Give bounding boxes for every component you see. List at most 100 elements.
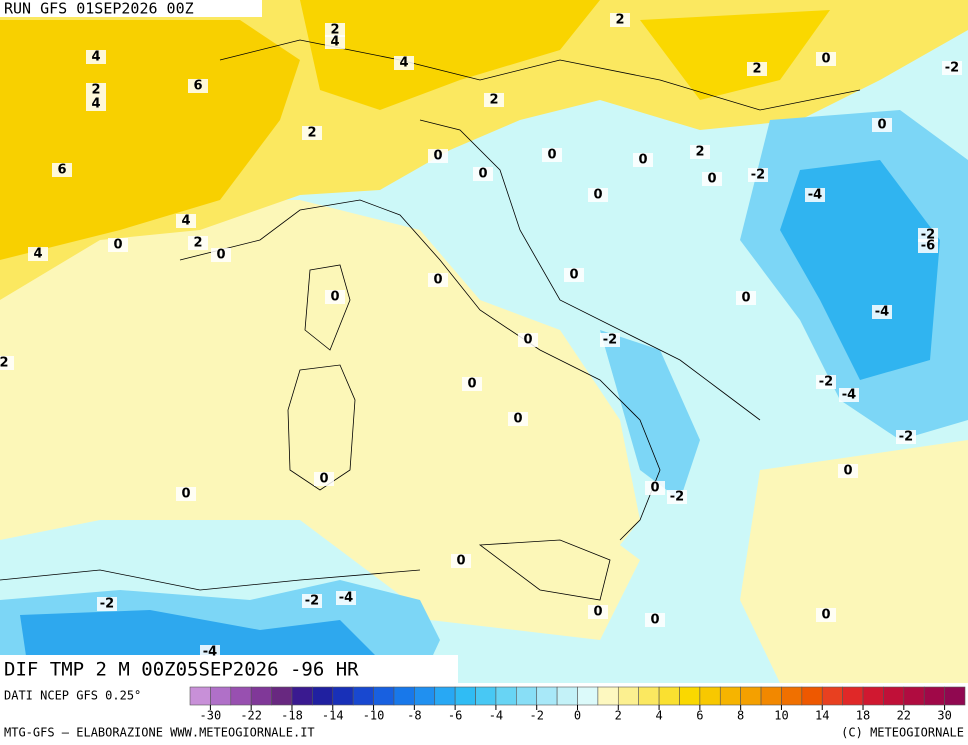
colorbar-swatch	[760, 686, 782, 706]
colorbar-label: -18	[281, 709, 303, 723]
colorbar-swatch	[944, 686, 966, 706]
contour-label-box	[200, 645, 220, 659]
contour-label: -4	[339, 591, 353, 606]
contour-label: 2	[615, 13, 624, 28]
contour-label: 0	[216, 248, 225, 263]
colorbar-label: -4	[489, 709, 503, 723]
contour-label-box	[702, 172, 722, 186]
colorbar-label: 0	[574, 709, 581, 723]
contour-label: 0	[319, 472, 328, 487]
contour-label: 0	[593, 188, 602, 203]
product-box	[0, 655, 458, 683]
colorbar-swatch	[617, 686, 639, 706]
contour-label: 4	[33, 247, 42, 262]
contour-label: 0	[650, 481, 659, 496]
colorbar-swatch	[189, 686, 211, 706]
contour-label-box	[302, 594, 322, 608]
contour-label: 2	[695, 145, 704, 160]
contour-label-box	[816, 608, 836, 622]
copyright-label: (C) METEOGIORNALE	[841, 726, 964, 740]
contour-label: -2	[603, 333, 617, 348]
colorbar-label: 6	[696, 709, 703, 723]
contour-label: 0	[877, 118, 886, 133]
contour-label-box	[325, 23, 345, 37]
colorbar-swatch	[781, 686, 803, 706]
contour-label-box	[645, 613, 665, 627]
colorbar-label: -2	[529, 709, 543, 723]
contour-label-box	[86, 50, 106, 64]
contour-label-box	[736, 291, 756, 305]
contour-label: 0	[547, 148, 556, 163]
contour-label: -2	[670, 490, 684, 505]
contour-label-box	[211, 248, 231, 262]
colorbar-swatch	[842, 686, 864, 706]
contour-label-box	[0, 356, 14, 370]
contour-label-box	[588, 188, 608, 202]
colorbar-swatch	[577, 686, 599, 706]
contour-label: 2	[0, 356, 9, 371]
contour-label-box	[872, 305, 892, 319]
island-sicily	[478, 539, 611, 601]
colorbar-swatch	[719, 686, 741, 706]
field-warm	[300, 0, 600, 110]
contour-label: 6	[57, 163, 66, 178]
coast	[179, 199, 661, 541]
colorbar-swatch	[536, 686, 558, 706]
contour-label-box	[600, 333, 620, 347]
contour-label: -2	[899, 430, 913, 445]
colorbar-swatch	[495, 686, 517, 706]
contour-label: 0	[821, 608, 830, 623]
contour-label-box	[542, 148, 562, 162]
colorbar-swatch	[679, 686, 701, 706]
contour-label: 0	[467, 377, 476, 392]
contour-label: 2	[193, 236, 202, 251]
colorbar-swatch	[250, 686, 272, 706]
colorbar-swatch	[414, 686, 436, 706]
contour-label-box	[462, 377, 482, 391]
contour-label-box	[176, 487, 196, 501]
contour-label: -2	[305, 594, 319, 609]
contour-label: 0	[478, 167, 487, 182]
colorbar-swatch	[740, 686, 762, 706]
contour-label-box	[816, 375, 836, 389]
colorbar-swatch	[597, 686, 619, 706]
contour-label: -2	[100, 597, 114, 612]
colorbar-swatch	[291, 686, 313, 706]
colorbar-swatch	[475, 686, 497, 706]
contour-label: 0	[707, 172, 716, 187]
contour-label: 4	[91, 50, 100, 65]
contour-label: -4	[203, 645, 217, 660]
contour-label-box	[942, 61, 962, 75]
colorbar-label: -14	[322, 709, 344, 723]
contour-label-box	[428, 273, 448, 287]
contour-label: 0	[741, 291, 750, 306]
contour-label-box	[86, 83, 106, 97]
colorbar-label: 30	[937, 709, 951, 723]
colorbar-label: 4	[655, 709, 662, 723]
contour-label-box	[805, 188, 825, 202]
colorbar-label: -8	[407, 709, 421, 723]
contour-label: -4	[842, 388, 856, 403]
colorbar-swatch	[454, 686, 476, 706]
contour-label-box	[428, 149, 448, 163]
contour-label-box	[86, 97, 106, 111]
contour-label: 0	[181, 487, 190, 502]
contour-label-box	[588, 605, 608, 619]
contour-label-box	[188, 236, 208, 250]
island-sardinia	[287, 364, 356, 491]
field-light-yellow	[740, 440, 968, 683]
contour-label-box	[52, 163, 72, 177]
colorbar-swatch	[332, 686, 354, 706]
colorbar-label: 22	[897, 709, 911, 723]
colorbar-swatch	[699, 686, 721, 706]
colorbar-label: -6	[448, 709, 462, 723]
coastlines	[0, 39, 861, 601]
colorbar-swatch	[903, 686, 925, 706]
contour-label: 4	[330, 35, 339, 50]
contour-label-box	[394, 56, 414, 70]
contour-label-box	[633, 153, 653, 167]
colorbar-swatch	[210, 686, 232, 706]
colorbar-label: -30	[200, 709, 222, 723]
